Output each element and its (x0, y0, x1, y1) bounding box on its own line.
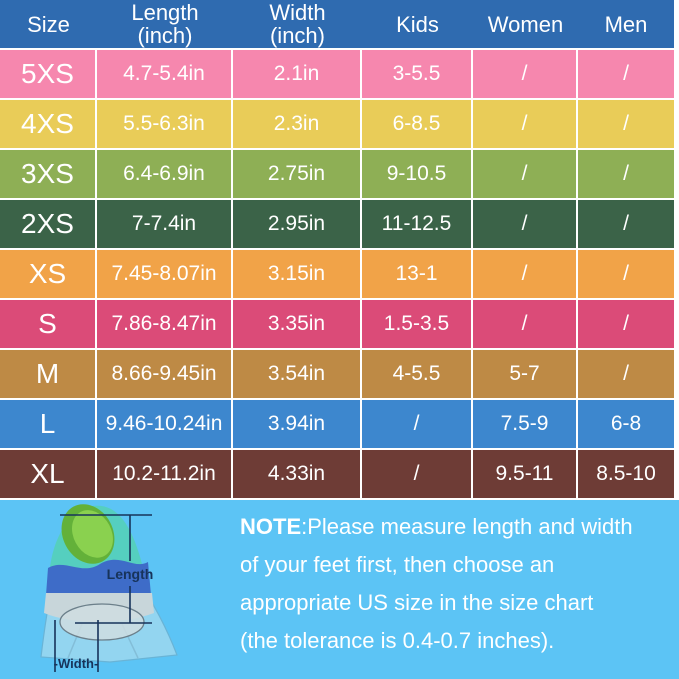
header-size: Size (27, 11, 70, 37)
size-cell: XS (0, 250, 97, 298)
width-cell: 2.1in (233, 50, 362, 98)
length-cell: 7.86-8.47in (97, 300, 233, 348)
kids-cell: 1.5-3.5 (362, 300, 473, 348)
fin-illustration: Length -Width- (40, 504, 178, 672)
length-cell: 4.7-5.4in (97, 50, 233, 98)
fin-toe-opening (71, 510, 113, 558)
men-cell: / (623, 162, 629, 185)
women-cell: / (473, 150, 578, 198)
table-row-3xs: 3XS 6.4-6.9in 2.75in 9-10.5 / / (0, 150, 674, 198)
length-cell: 9.46-10.24in (97, 400, 233, 448)
length-dimension-label: Length (107, 566, 154, 582)
men-cell: / (623, 362, 629, 385)
length-cell: 6.4-6.9in (97, 150, 233, 198)
size-cell: XL (0, 450, 97, 498)
kids-cell: 9-10.5 (362, 150, 473, 198)
header-length: Length (inch) (131, 0, 199, 48)
width-cell: 2.75in (233, 150, 362, 198)
table-row-5xs: 5XS 4.7-5.4in 2.1in 3-5.5 / / (0, 50, 674, 98)
width-cell: 3.94in (233, 400, 362, 448)
kids-cell: 11-12.5 (362, 200, 473, 248)
width-cell: 3.35in (233, 300, 362, 348)
size-cell: 5XS (0, 50, 97, 98)
women-cell: 7.5-9 (473, 400, 578, 448)
fin-pocket-blue (46, 559, 151, 595)
length-cell: 7-7.4in (97, 200, 233, 248)
note-line-3: appropriate US size in the size chart (240, 590, 594, 615)
length-cell: 8.66-9.45in (97, 350, 233, 398)
kids-cell: 3-5.5 (362, 50, 473, 98)
length-cell: 10.2-11.2in (97, 450, 233, 498)
size-cell: 4XS (0, 100, 97, 148)
table-row-l: L 9.46-10.24in 3.94in / 7.5-9 6-8 (0, 400, 674, 448)
table-header-row: Size Length (inch) Width (inch) Kids Wom… (0, 0, 674, 48)
size-cell: 3XS (0, 150, 97, 198)
width-dimension-line (54, 620, 99, 672)
size-cell: M (0, 350, 97, 398)
header-men: Men (604, 11, 648, 37)
note-bold-label: NOTE (240, 514, 302, 539)
size-cell: S (0, 300, 97, 348)
kids-cell: 6-8.5 (362, 100, 473, 148)
header-width: Width (inch) (269, 0, 326, 48)
men-cell: / (623, 262, 629, 285)
kids-cell: / (362, 450, 473, 498)
table-row-4xs: 4XS 5.5-6.3in 2.3in 6-8.5 / / (0, 100, 674, 148)
men-cell: 6-8 (610, 412, 642, 435)
width-cell: 2.95in (233, 200, 362, 248)
fin-heel-opening (59, 603, 145, 641)
width-cell: 4.33in (233, 450, 362, 498)
note-section: Length -Width- NOTE:Please measure lengt… (0, 498, 679, 679)
width-cell: 2.3in (233, 100, 362, 148)
table-row-xl: XL 10.2-11.2in 4.33in / 9.5-11 8.5-10 (0, 450, 674, 498)
women-cell: / (473, 250, 578, 298)
note-line-4: (the tolerance is 0.4-0.7 inches). (240, 628, 555, 653)
width-dimension-label: -Width- (54, 656, 99, 671)
kids-cell: 13-1 (362, 250, 473, 298)
women-cell: 5-7 (473, 350, 578, 398)
women-cell: / (473, 50, 578, 98)
header-women: Women (487, 11, 564, 37)
table-row-2xs: 2XS 7-7.4in 2.95in 11-12.5 / / (0, 200, 674, 248)
women-cell: / (473, 200, 578, 248)
table-row-s: S 7.86-8.47in 3.35in 1.5-3.5 / / (0, 300, 674, 348)
size-cell: 2XS (0, 200, 97, 248)
table-row-m: M 8.66-9.45in 3.54in 4-5.5 5-7 / (0, 350, 674, 398)
note-line-2: of your feet first, then choose an (240, 552, 555, 577)
women-cell: 9.5-11 (473, 450, 578, 498)
length-cell: 7.45-8.07in (97, 250, 233, 298)
men-cell: / (623, 62, 629, 85)
women-cell: / (473, 300, 578, 348)
men-cell: / (623, 212, 629, 235)
size-table: Size Length (inch) Width (inch) Kids Wom… (0, 0, 674, 498)
width-cell: 3.54in (233, 350, 362, 398)
women-cell: / (473, 100, 578, 148)
width-cell: 3.15in (233, 250, 362, 298)
men-cell: 8.5-10 (596, 462, 656, 485)
header-kids: Kids (396, 11, 439, 37)
length-cell: 5.5-6.3in (97, 100, 233, 148)
kids-cell: / (362, 400, 473, 448)
note-line-1: NOTE:Please measure length and width (240, 514, 633, 539)
table-row-xs: XS 7.45-8.07in 3.15in 13-1 / / (0, 250, 674, 298)
kids-cell: 4-5.5 (362, 350, 473, 398)
men-cell: / (623, 312, 629, 335)
length-dimension-line (60, 514, 152, 624)
note-text: NOTE:Please measure length and width of … (240, 508, 633, 660)
men-cell: / (623, 112, 629, 135)
size-cell: L (0, 400, 97, 448)
